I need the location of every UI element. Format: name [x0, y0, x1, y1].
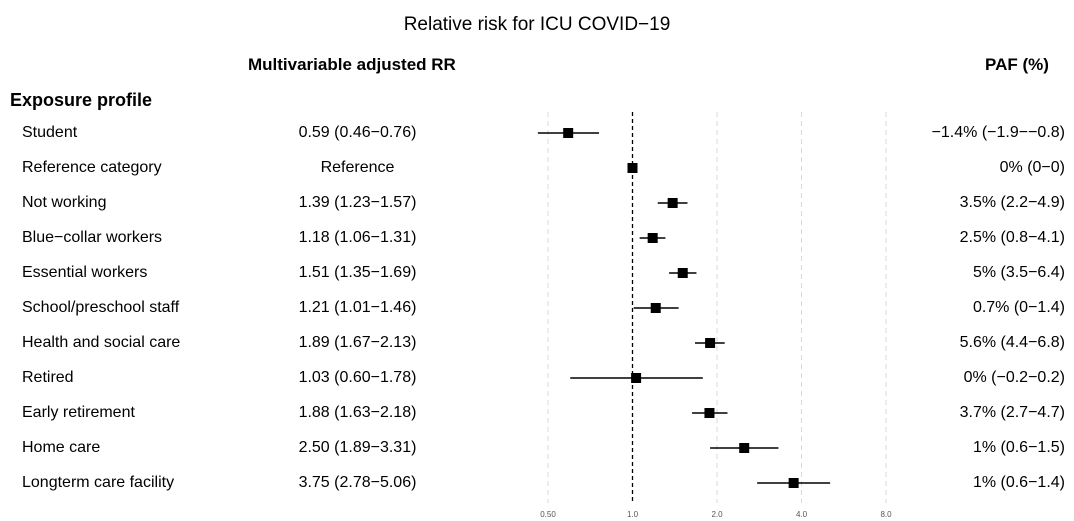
chart-title: Relative risk for ICU COVID−19 — [403, 14, 671, 35]
x-tick-label: 4.0 — [796, 510, 808, 519]
paf-value: 0% (−0.2−0.2) — [963, 369, 1065, 386]
table-row: Essential workers 1.51 (1.35−1.69) 5% (3.5… — [0, 256, 1074, 290]
estimate-point — [647, 233, 658, 243]
table-row: Health and social care 1.89 (1.67−2.13) 5.… — [0, 326, 1074, 360]
row-label: Student — [22, 124, 78, 141]
paf-value: 1% (0.6−1.4) — [972, 474, 1065, 491]
x-tick-label: 0.50 — [540, 510, 556, 519]
rr-value: 1.18 (1.06−1.31) — [298, 229, 417, 246]
row-label: Longterm care facility — [22, 474, 175, 491]
estimate-point — [650, 303, 661, 313]
rr-value: 1.21 (1.01−1.46) — [298, 299, 417, 316]
paf-value: 0.7% (0−1.4) — [972, 299, 1065, 316]
row-label: Early retirement — [22, 404, 135, 421]
table-row: School/preschool staff 1.21 (1.01−1.46) 0.… — [0, 291, 1074, 325]
table-row: Not working 1.39 (1.23−1.57) 3.5% (2.2−4.9… — [0, 186, 1074, 220]
row-label: Home care — [22, 439, 101, 456]
paf-value: −1.4% (−1.9−−0.8) — [931, 124, 1065, 141]
x-tick-label: 2.0 — [711, 510, 723, 519]
table-row: Retired 1.03 (0.60−1.78) 0% (−0.2−0.2) — [0, 361, 1074, 395]
paf-column-header: PAF (%) — [985, 55, 1049, 74]
row-label: Reference category — [22, 159, 162, 176]
table-row: Home care 2.50 (1.89−3.31) 1% (0.6−1.5) — [0, 431, 1074, 465]
estimate-point — [667, 198, 678, 208]
paf-value: 0% (0−0) — [999, 159, 1065, 176]
paf-value: 2.5% (0.8−4.1) — [959, 229, 1065, 246]
rr-value: 1.03 (0.60−1.78) — [298, 369, 417, 386]
rr-value: 0.59 (0.46−0.76) — [298, 124, 417, 141]
paf-value: 3.7% (2.7−4.7) — [959, 404, 1065, 421]
row-label: School/preschool staff — [22, 299, 180, 316]
x-tick-label: 1.0 — [627, 510, 639, 519]
estimate-point — [704, 408, 715, 418]
rr-value: Reference — [320, 159, 395, 176]
estimate-point — [627, 163, 638, 173]
row-label: Blue−collar workers — [22, 229, 163, 246]
table-row: Student 0.59 (0.46−0.76) −1.4% (−1.9−−0.8) — [0, 116, 1074, 150]
estimate-point — [788, 478, 799, 488]
table-row: Longterm care facility 3.75 (2.78−5.06) 1%… — [0, 466, 1074, 500]
rr-value: 1.51 (1.35−1.69) — [298, 264, 417, 281]
rr-value: 1.39 (1.23−1.57) — [298, 194, 417, 211]
paf-value: 3.5% (2.2−4.9) — [959, 194, 1065, 211]
estimate-point — [677, 268, 688, 278]
rr-value: 2.50 (1.89−3.31) — [298, 439, 417, 456]
row-label: Not working — [22, 194, 107, 211]
estimate-point — [705, 338, 716, 348]
row-label: Retired — [22, 369, 74, 386]
x-tick-label: 8.0 — [880, 510, 892, 519]
estimate-point — [631, 373, 642, 383]
paf-value: 5.6% (4.4−6.8) — [959, 334, 1065, 351]
row-label: Essential workers — [22, 264, 148, 281]
estimate-point — [563, 128, 574, 138]
table-row: Blue−collar workers 1.18 (1.06−1.31) 2.5% … — [0, 221, 1074, 255]
paf-value: 5% (3.5−6.4) — [972, 264, 1065, 281]
section-heading: Exposure profile — [10, 90, 153, 110]
estimate-point — [739, 443, 750, 453]
rr-value: 1.88 (1.63−2.18) — [298, 404, 417, 421]
paf-value: 1% (0.6−1.5) — [972, 439, 1065, 456]
table-row: Early retirement 1.88 (1.63−2.18) 3.7% (2.… — [0, 396, 1074, 430]
rr-value: 1.89 (1.67−2.13) — [298, 334, 417, 351]
rr-column-header: Multivariable adjusted RR — [248, 55, 456, 74]
rr-value: 3.75 (2.78−5.06) — [298, 474, 417, 491]
row-label: Health and social care — [22, 334, 181, 351]
table-row: Reference category Reference 0% (0−0) — [0, 151, 1074, 185]
